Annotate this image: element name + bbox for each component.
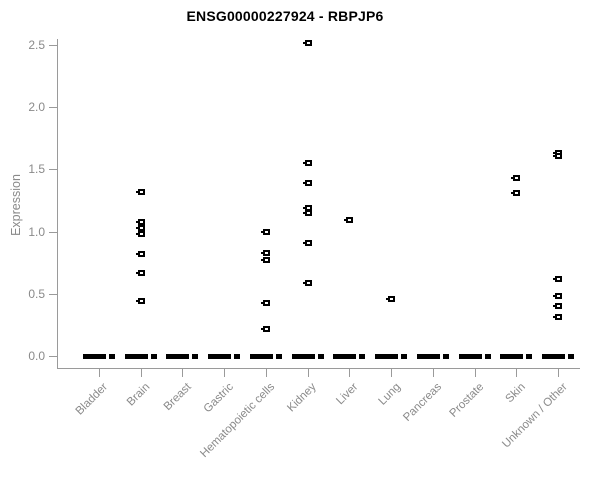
data-point[interactable] [344,217,354,224]
zero-expression-cluster[interactable] [458,354,482,359]
data-point[interactable] [511,190,521,197]
zero-expression-cluster[interactable] [542,354,566,359]
data-point[interactable] [386,295,396,302]
x-axis-tick [224,369,226,377]
zero-expression-cluster[interactable] [375,354,399,359]
data-point[interactable] [553,303,563,310]
x-category-label: Bladder [73,381,111,418]
x-category-label: Hematopoietic cells [198,381,278,460]
zero-expression-cluster[interactable] [401,354,408,359]
zero-expression-cluster[interactable] [275,354,282,359]
zero-expression-cluster[interactable] [166,354,190,359]
x-category-label: Pancreas [401,381,445,424]
data-point[interactable] [302,209,312,216]
data-point[interactable] [135,250,145,257]
data-point[interactable] [302,204,312,211]
y-tick-label: 1.0 [28,224,45,239]
data-point[interactable] [135,269,145,276]
zero-expression-cluster[interactable] [442,354,449,359]
x-category-label: Brain [124,381,153,409]
data-point[interactable] [135,231,145,238]
x-axis-tick [182,369,184,377]
y-tick-label: 0.0 [28,349,45,363]
y-axis-line [57,39,58,368]
y-tick-label: 2.0 [28,100,45,115]
data-point[interactable] [135,298,145,305]
y-axis-tick [49,45,57,46]
data-point[interactable] [553,314,563,321]
y-tick-label: 0.5 [28,286,45,301]
y-tick-label: 2.5 [28,38,45,52]
zero-expression-cluster[interactable] [234,354,241,359]
x-axis-tick [391,369,393,377]
x-category-label: Breast [161,381,194,413]
data-point[interactable] [135,188,145,195]
zero-expression-cluster[interactable] [333,354,357,359]
data-point[interactable] [302,160,312,167]
zero-expression-cluster[interactable] [359,354,366,359]
x-category-label: Skin [503,381,528,406]
data-point[interactable] [511,175,521,182]
x-category-label: Prostate [447,381,487,420]
y-axis-tick [49,293,57,295]
zero-expression-cluster[interactable] [526,354,533,359]
data-point[interactable] [302,180,312,187]
zero-expression-cluster[interactable] [249,354,273,359]
zero-expression-cluster[interactable] [317,354,324,359]
zero-expression-cluster[interactable] [291,354,315,359]
x-axis-tick [474,369,476,377]
zero-expression-cluster[interactable] [484,354,491,359]
y-axis-tick [49,107,57,109]
zero-expression-cluster[interactable] [150,354,157,359]
data-point[interactable] [260,249,270,256]
x-category-label: Kidney [285,381,320,415]
data-point[interactable] [302,239,312,246]
data-point[interactable] [553,293,563,300]
zero-expression-cluster[interactable] [500,354,524,359]
x-axis-tick [349,369,351,377]
x-category-label: Lung [376,381,403,408]
y-axis-tick [49,169,57,171]
x-axis-line [57,368,580,369]
zero-expression-cluster[interactable] [208,354,232,359]
data-point[interactable] [135,224,145,231]
data-point[interactable] [260,228,270,235]
zero-expression-cluster[interactable] [109,354,115,359]
x-category-label: Gastric [201,381,236,416]
zero-expression-cluster[interactable] [124,354,148,359]
y-tick-label: 1.5 [28,162,45,177]
x-axis-tick [307,369,309,377]
x-category-label: Liver [334,381,361,408]
zero-expression-cluster[interactable] [568,354,575,359]
zero-expression-cluster[interactable] [192,354,199,359]
zero-expression-cluster[interactable] [416,354,440,359]
x-axis-tick [516,369,518,377]
x-axis-tick [140,369,142,377]
y-axis-tick [49,231,57,233]
data-point[interactable] [302,39,312,46]
zero-expression-cluster[interactable] [83,354,106,359]
y-axis-tick [49,356,57,357]
data-point[interactable] [553,152,563,159]
x-axis-tick [99,369,100,377]
x-axis-tick [432,369,434,377]
data-point[interactable] [135,218,145,225]
x-axis-tick [265,369,267,377]
data-point[interactable] [260,257,270,264]
data-point[interactable] [260,299,270,306]
data-point[interactable] [553,275,563,282]
chart-title: ENSG00000227924 - RBPJP6 [186,8,384,24]
x-axis-tick [558,369,560,377]
data-point[interactable] [302,279,312,286]
data-point[interactable] [260,325,270,332]
